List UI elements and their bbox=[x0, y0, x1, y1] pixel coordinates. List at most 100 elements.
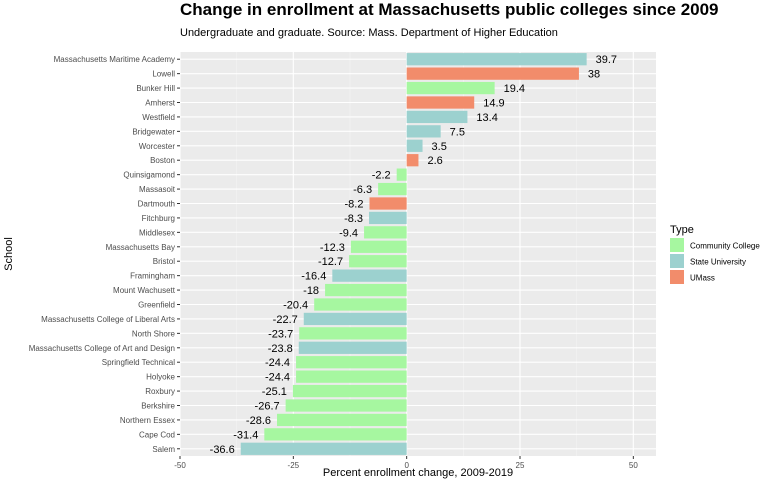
legend-swatch bbox=[670, 270, 684, 284]
bar bbox=[285, 399, 407, 412]
bar bbox=[396, 168, 407, 181]
bar bbox=[314, 298, 407, 311]
y-tick-label: North Shore bbox=[132, 329, 176, 338]
y-tick-label: Worcester bbox=[139, 142, 176, 151]
value-label: -6.3 bbox=[353, 184, 372, 196]
bar bbox=[264, 428, 407, 441]
value-label: -8.2 bbox=[345, 199, 364, 211]
y-tick-label: Bunker Hill bbox=[136, 84, 175, 93]
value-label: -12.7 bbox=[318, 256, 343, 268]
legend-label: State University bbox=[690, 258, 746, 267]
value-label: -16.4 bbox=[301, 271, 326, 283]
value-label: -2.2 bbox=[372, 170, 391, 182]
y-tick-label: Lowell bbox=[152, 70, 175, 79]
x-tick-label: 50 bbox=[629, 461, 638, 470]
bar bbox=[296, 356, 407, 369]
bar bbox=[406, 110, 468, 124]
legend-label: Community College bbox=[690, 242, 760, 251]
bar bbox=[406, 96, 475, 109]
chart-title: Change in enrollment at Massachusetts pu… bbox=[180, 0, 719, 19]
value-label: -9.4 bbox=[339, 227, 358, 239]
value-label: -8.3 bbox=[344, 213, 363, 225]
x-tick-label: 0 bbox=[404, 461, 409, 470]
bar bbox=[299, 327, 407, 340]
bar bbox=[277, 413, 407, 427]
value-label: -26.7 bbox=[255, 401, 280, 413]
y-tick-label: Massachusetts College of Liberal Arts bbox=[41, 315, 175, 324]
y-tick-label: Greenfield bbox=[138, 301, 175, 310]
value-label: 38 bbox=[588, 69, 600, 81]
bar bbox=[406, 139, 423, 152]
value-label: -12.3 bbox=[320, 242, 345, 254]
y-tick-label: Boston bbox=[150, 156, 175, 165]
value-label: -22.7 bbox=[273, 314, 298, 326]
y-tick-label: Bridgewater bbox=[132, 127, 175, 136]
y-tick-label: Fitchburg bbox=[142, 214, 175, 223]
value-label: -36.6 bbox=[210, 444, 235, 456]
y-axis: Massachusetts Maritime Academy Lowell Bunk… bbox=[29, 55, 180, 454]
y-tick-label: Salem bbox=[152, 445, 175, 454]
y-tick-label: Northern Essex bbox=[120, 416, 175, 425]
value-label: 39.7 bbox=[596, 54, 617, 66]
bar bbox=[406, 53, 587, 66]
value-label: 19.4 bbox=[504, 83, 525, 95]
value-label: -24.4 bbox=[265, 357, 290, 369]
legend-label: UMass bbox=[690, 274, 715, 283]
x-axis: -50 -25 0 25 50 bbox=[174, 456, 638, 470]
y-tick-label: Holyoke bbox=[146, 373, 175, 382]
bar bbox=[378, 182, 407, 196]
y-tick-label: Framingham bbox=[130, 272, 175, 281]
y-tick-label: Cape Cod bbox=[139, 430, 175, 439]
x-tick-label: -25 bbox=[288, 461, 300, 470]
value-label: 14.9 bbox=[483, 98, 504, 110]
value-label: -31.4 bbox=[233, 429, 258, 441]
bar bbox=[369, 211, 407, 225]
bar bbox=[298, 341, 407, 354]
legend: Type Community College State University UMa… bbox=[670, 224, 760, 284]
value-label: 2.6 bbox=[427, 155, 442, 167]
y-tick-label: Massasoit bbox=[139, 185, 176, 194]
y-tick-label: Quinsigamond bbox=[123, 171, 175, 180]
y-axis-label: School bbox=[3, 237, 15, 271]
y-tick-label: Bristol bbox=[153, 257, 175, 266]
value-label: -24.4 bbox=[265, 372, 290, 384]
bars bbox=[240, 53, 587, 455]
value-label: -23.7 bbox=[268, 328, 293, 340]
y-tick-label: Westfield bbox=[142, 113, 175, 122]
bar bbox=[303, 312, 407, 326]
value-label: -20.4 bbox=[283, 300, 308, 312]
value-label: 13.4 bbox=[476, 112, 497, 124]
bar bbox=[296, 370, 407, 383]
value-label: 3.5 bbox=[432, 141, 447, 153]
y-tick-label: Roxbury bbox=[145, 387, 175, 396]
value-label: -18 bbox=[303, 285, 319, 297]
y-tick-label: Mount Wachusett bbox=[113, 286, 176, 295]
y-tick-label: Massachusetts College of Art and Design bbox=[29, 344, 175, 353]
chart-subtitle: Undergraduate and graduate. Source: Mass… bbox=[180, 27, 558, 39]
legend-swatch bbox=[670, 238, 684, 252]
y-tick-label: Massachusetts Bay bbox=[106, 243, 175, 252]
value-label: 7.5 bbox=[450, 126, 465, 138]
y-tick-label: Dartmouth bbox=[138, 200, 175, 209]
value-label: -25.1 bbox=[262, 386, 287, 398]
x-tick-label: 25 bbox=[516, 461, 525, 470]
y-tick-label: Berkshire bbox=[141, 402, 175, 411]
bar bbox=[325, 283, 407, 297]
y-tick-label: Amherst bbox=[145, 99, 176, 108]
bar bbox=[406, 81, 495, 95]
bar bbox=[406, 125, 441, 138]
legend-swatch bbox=[670, 254, 684, 268]
bar bbox=[369, 197, 407, 210]
value-labels: 39.7 38 19.414.9 13.4 7.53.5 2.6 -2.2-6.3 -8.2 -… bbox=[210, 54, 617, 456]
bar bbox=[350, 240, 407, 253]
y-tick-label: Springfield Technical bbox=[102, 358, 175, 367]
bar bbox=[406, 154, 419, 167]
bar bbox=[406, 67, 579, 80]
value-label: -28.6 bbox=[246, 415, 271, 427]
legend-title: Type bbox=[670, 224, 694, 236]
x-tick-label: -50 bbox=[174, 461, 186, 470]
bar bbox=[240, 442, 407, 455]
bar bbox=[292, 384, 407, 398]
y-tick-label: Middlesex bbox=[139, 228, 175, 237]
